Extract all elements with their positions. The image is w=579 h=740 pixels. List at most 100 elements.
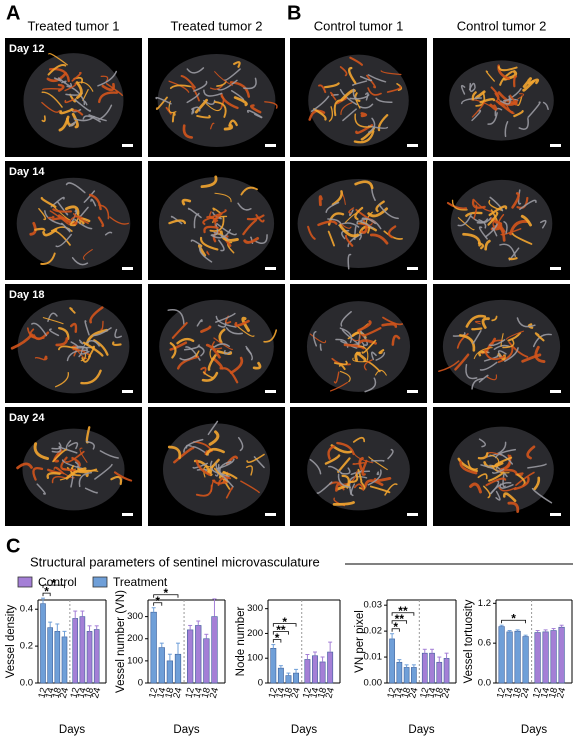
vessel xyxy=(183,344,200,351)
x-axis-label: Days xyxy=(408,724,434,736)
vessel xyxy=(518,117,529,130)
vessel xyxy=(341,229,350,240)
y-tick-label: 100 xyxy=(127,655,143,666)
vessel xyxy=(483,485,491,499)
vessel xyxy=(474,320,481,325)
x-tick-label: 14 xyxy=(393,686,406,699)
vessel xyxy=(325,201,340,214)
vessel xyxy=(511,232,533,245)
x-tick-label: 24 xyxy=(519,686,532,699)
vessel xyxy=(57,77,73,87)
vessel xyxy=(215,462,230,478)
x-tick-label: 24 xyxy=(171,686,184,699)
significance-label: ** xyxy=(395,612,405,626)
vessel xyxy=(213,337,233,351)
vessel xyxy=(307,225,316,240)
significance-label: * xyxy=(275,631,280,645)
x-tick-label: 12 xyxy=(69,686,82,699)
vessel xyxy=(52,449,67,463)
scale-bar xyxy=(407,513,418,516)
vessel xyxy=(469,82,476,93)
vessel xyxy=(457,213,472,227)
bar xyxy=(304,659,311,684)
vessel xyxy=(357,320,372,332)
bar xyxy=(542,631,549,684)
x-tick-label: 14 xyxy=(503,686,516,699)
vessel xyxy=(507,501,520,513)
section-title: Structural parameters of sentinel microv… xyxy=(30,554,320,569)
vessel xyxy=(355,99,361,109)
vessel xyxy=(190,85,200,102)
vessel xyxy=(218,239,225,252)
vessel xyxy=(79,447,88,463)
scale-bar xyxy=(407,390,418,393)
vessel xyxy=(263,329,278,343)
vessel xyxy=(506,330,524,340)
vessel xyxy=(378,203,399,220)
y-tick-label: 0.00 xyxy=(364,678,383,689)
significance-bracket xyxy=(272,639,282,643)
vessel xyxy=(233,96,248,107)
vessel xyxy=(516,317,536,328)
vessel xyxy=(203,89,223,97)
vessel xyxy=(66,85,85,102)
vessel xyxy=(519,199,537,211)
vessel xyxy=(65,467,87,480)
significance-bracket xyxy=(42,592,51,597)
vessel xyxy=(65,182,86,194)
vessel xyxy=(47,215,55,219)
vessel xyxy=(497,66,518,72)
vessel xyxy=(67,442,79,450)
x-tick-label: 12 xyxy=(385,686,398,699)
vessel xyxy=(68,215,84,226)
vessel xyxy=(182,124,194,139)
vessel xyxy=(357,468,363,482)
vessel xyxy=(196,319,203,327)
vessel xyxy=(527,463,547,469)
vessel xyxy=(200,175,218,189)
vessel xyxy=(352,357,366,363)
vessel xyxy=(358,345,369,361)
x-tick-label: 18 xyxy=(83,686,96,699)
vessel xyxy=(69,220,76,227)
vessel xyxy=(55,371,70,388)
vessel xyxy=(369,233,389,245)
vessel xyxy=(169,341,188,351)
vessel xyxy=(333,99,343,117)
vessel xyxy=(520,214,532,227)
legend-label: Treatment xyxy=(113,575,168,589)
vessel xyxy=(40,196,57,208)
vessel xyxy=(396,83,403,92)
vessel xyxy=(513,476,530,491)
x-tick-label: 18 xyxy=(400,686,413,699)
bar xyxy=(285,675,292,684)
vessel xyxy=(531,487,553,504)
vessel xyxy=(52,226,73,232)
vessel xyxy=(71,112,79,129)
vessel xyxy=(339,370,351,383)
vessel xyxy=(211,356,223,370)
vessel xyxy=(223,124,234,131)
significance-bracket xyxy=(391,628,400,632)
vessel xyxy=(93,339,109,356)
vessel xyxy=(508,257,518,261)
significance-bracket xyxy=(272,623,297,627)
column-header: Control tumor 2 xyxy=(457,18,547,33)
vessel xyxy=(179,354,197,361)
x-tick-label: 24 xyxy=(555,686,568,699)
vessel xyxy=(210,122,215,130)
y-tick-label: 100 xyxy=(247,653,263,664)
vessel xyxy=(376,471,380,476)
vessel xyxy=(494,456,513,466)
scale-bar xyxy=(407,267,418,270)
vessel xyxy=(361,327,382,337)
vessel xyxy=(70,474,74,488)
vessel xyxy=(502,339,515,349)
vessel xyxy=(214,71,233,86)
day-label: Day 18 xyxy=(9,289,44,301)
vessel xyxy=(110,475,123,486)
vessel xyxy=(186,67,205,74)
x-tick-label: 24 xyxy=(289,686,302,699)
vessel xyxy=(478,438,487,448)
vessel xyxy=(527,101,541,119)
